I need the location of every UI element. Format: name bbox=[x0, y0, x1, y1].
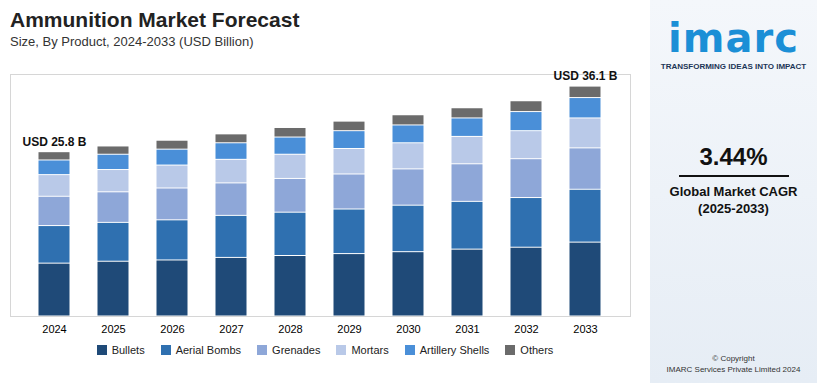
html-text:Mortars: Mortars bbox=[351, 344, 389, 356]
svg-text:USD 36.1 B: USD 36.1 B bbox=[553, 69, 617, 83]
svg-text:2031: 2031 bbox=[455, 323, 479, 335]
html-text:Others: Others bbox=[520, 344, 554, 356]
svg-text:2028: 2028 bbox=[278, 323, 302, 335]
html-text:Artillery Shells: Artillery Shells bbox=[419, 344, 490, 356]
svg-text:2026: 2026 bbox=[160, 323, 184, 335]
html-text:Grenades: Grenades bbox=[272, 344, 321, 356]
svg-text:2032: 2032 bbox=[514, 323, 538, 335]
svg-text:2033: 2033 bbox=[573, 323, 597, 335]
html-text:imarc: imarc bbox=[668, 15, 799, 61]
html-text:Size, By Product, 2024-2033 (U: Size, By Product, 2024-2033 (USD Billion… bbox=[10, 34, 254, 49]
svg-text:USD 25.8 B: USD 25.8 B bbox=[22, 135, 86, 149]
html-text:Global Market CAGR: Global Market CAGR bbox=[669, 184, 798, 199]
html-text:(2025-2033): (2025-2033) bbox=[698, 201, 769, 216]
svg-text:2027: 2027 bbox=[219, 323, 243, 335]
svg-text:2030: 2030 bbox=[396, 323, 420, 335]
svg-text:2029: 2029 bbox=[337, 323, 361, 335]
html-text:Bullets: Bullets bbox=[111, 344, 145, 356]
html-text:Ammunition Market Forecast: Ammunition Market Forecast bbox=[10, 8, 300, 31]
svg-text:2025: 2025 bbox=[101, 323, 125, 335]
html-text:3.44%: 3.44% bbox=[699, 143, 768, 170]
html-text:IMARC Services Private Limited: IMARC Services Private Limited 2024 bbox=[666, 365, 801, 374]
html-text:Aerial Bombs: Aerial Bombs bbox=[175, 344, 242, 356]
html-text:TRANSFORMING IDEAS INTO IMPACT: TRANSFORMING IDEAS INTO IMPACT bbox=[660, 62, 807, 71]
svg-text:2024: 2024 bbox=[42, 323, 66, 335]
html-text:© Copyright: © Copyright bbox=[712, 354, 755, 363]
